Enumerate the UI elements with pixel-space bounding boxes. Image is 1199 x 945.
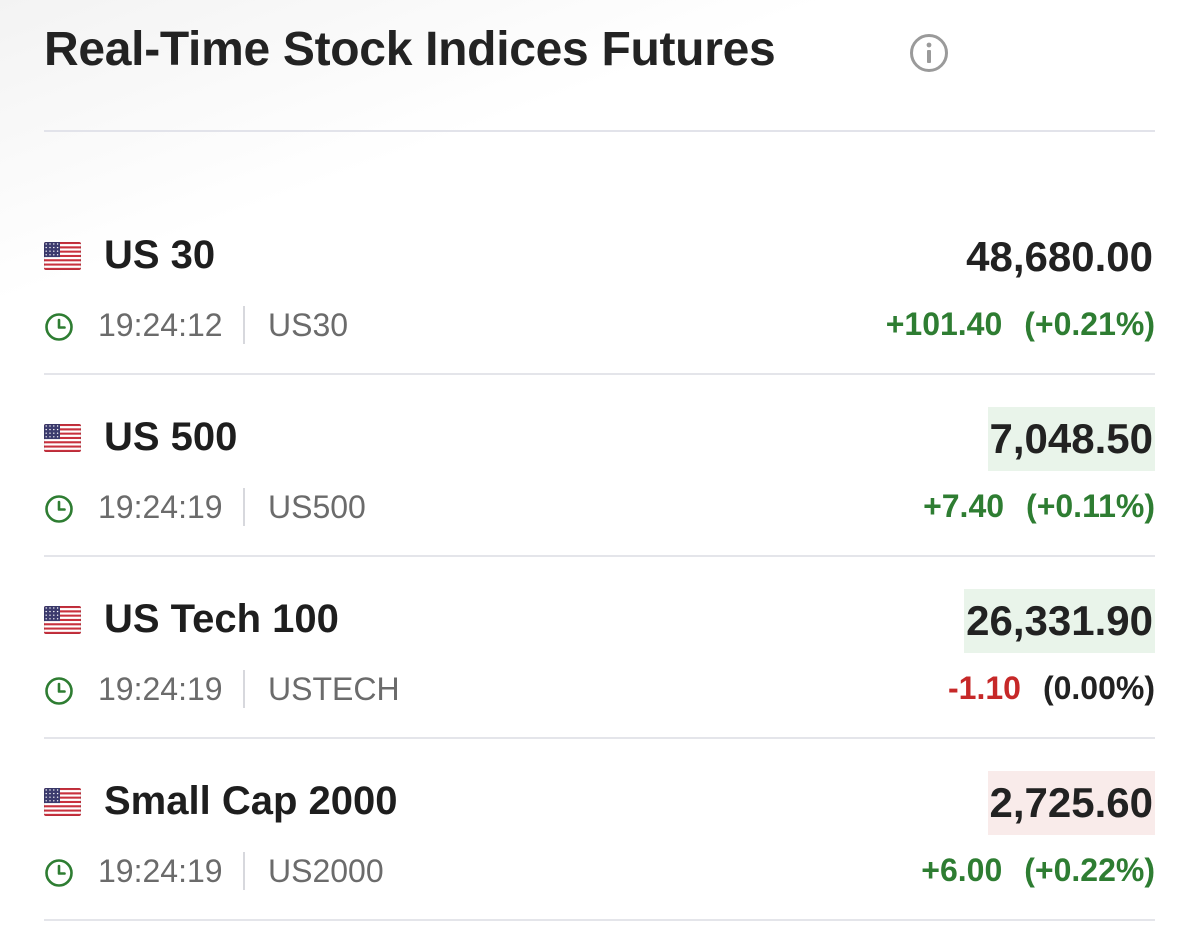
index-price: 48,680.00 (966, 233, 1153, 280)
clock-icon (45, 313, 73, 341)
divider (243, 306, 245, 344)
update-time: 19:24:12 (98, 307, 223, 343)
divider (243, 852, 245, 890)
change-percent: (0.00%) (1042, 670, 1155, 706)
us-flag-icon (44, 788, 81, 816)
change-percent: (+0.11%) (1026, 488, 1155, 524)
change-group: +7.40 (+0.11%) (923, 488, 1155, 525)
index-price: 2,725.60 (987, 771, 1155, 835)
change-value: +7.40 (923, 488, 1005, 524)
index-symbol: USTECH (268, 671, 400, 707)
change-value: -1.10 (948, 670, 1021, 706)
info-icon[interactable] (909, 33, 949, 73)
index-symbol: US30 (268, 307, 349, 343)
us-flag-icon (44, 242, 81, 270)
change-value: +101.40 (885, 306, 1003, 342)
index-symbol: US500 (268, 489, 366, 525)
us-flag-icon (44, 606, 81, 634)
change-value: +6.00 (921, 852, 1003, 888)
clock-icon (45, 677, 73, 705)
index-symbol: US2000 (268, 853, 384, 889)
us-flag-icon (44, 424, 81, 452)
clock-icon (45, 859, 73, 887)
change-percent: (+0.21%) (1024, 306, 1155, 342)
index-row[interactable]: Small Cap 2000 2,725.60 19:24:19 US2000 … (44, 741, 1155, 921)
widget-header: Real-Time Stock Indices Futures (44, 0, 1155, 132)
index-row[interactable]: US 500 7,048.50 19:24:19 US500 +7.40 (+0.… (44, 377, 1155, 557)
update-time: 19:24:19 (98, 853, 223, 889)
update-time: 19:24:19 (98, 489, 223, 525)
change-percent: (+0.22%) (1024, 852, 1155, 888)
index-name[interactable]: Small Cap 2000 (104, 779, 398, 823)
index-price: 26,331.90 (964, 589, 1155, 653)
index-name[interactable]: US 30 (104, 233, 216, 277)
index-row[interactable]: US Tech 100 26,331.90 19:24:19 USTECH -1… (44, 559, 1155, 739)
page-title: Real-Time Stock Indices Futures (44, 23, 776, 76)
index-row[interactable]: US 30 48,680.00 19:24:12 US30 +101.40 (+0… (44, 195, 1155, 375)
index-price: 7,048.50 (987, 407, 1155, 471)
divider (243, 488, 245, 526)
indices-futures-widget: Real-Time Stock Indices Futures US 30 48… (44, 0, 1155, 921)
change-group: -1.10 (0.00%) (948, 670, 1155, 707)
index-name[interactable]: US Tech 100 (104, 597, 339, 641)
change-group: +6.00 (+0.22%) (921, 852, 1155, 889)
update-time: 19:24:19 (98, 671, 223, 707)
clock-icon (45, 495, 73, 523)
indices-list: US 30 48,680.00 19:24:12 US30 +101.40 (+0… (44, 195, 1155, 921)
change-group: +101.40 (+0.21%) (886, 306, 1155, 343)
index-name[interactable]: US 500 (104, 415, 238, 459)
divider (243, 670, 245, 708)
